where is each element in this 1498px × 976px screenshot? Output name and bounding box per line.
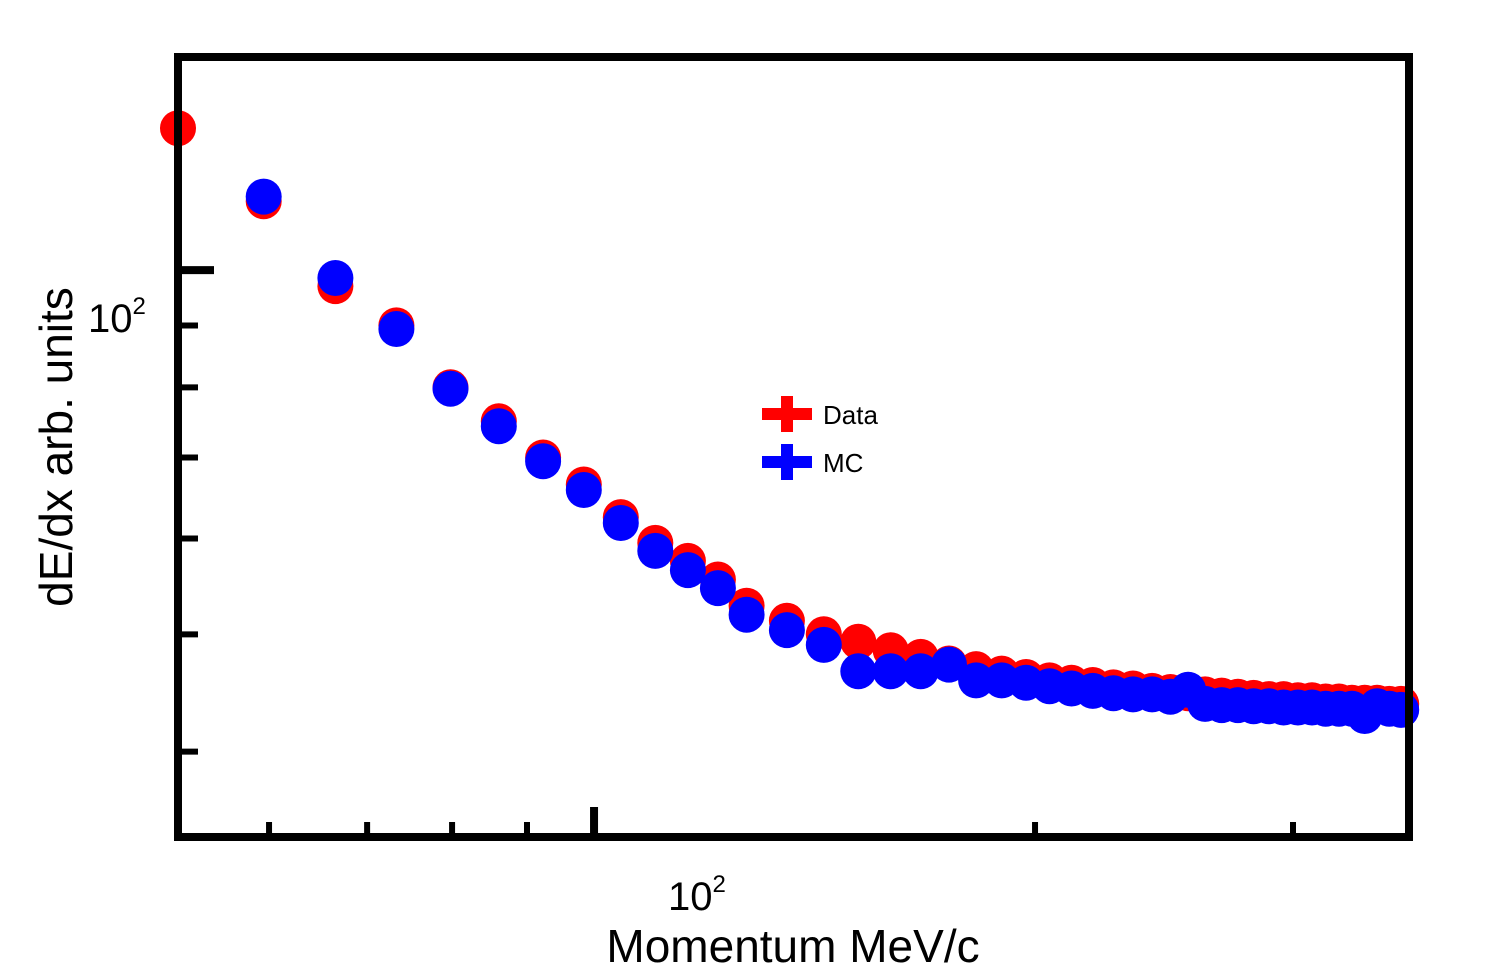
- mc-point: [480, 408, 517, 445]
- legend-label-mc: MC: [823, 448, 863, 478]
- plot-frame: [174, 53, 1413, 841]
- mc-point: [245, 178, 282, 215]
- mc-point: [840, 653, 877, 690]
- legend-marker-mc: [762, 444, 812, 480]
- legend: Data MC: [762, 396, 878, 480]
- mc-point: [872, 653, 909, 690]
- mc-point: [728, 596, 765, 633]
- mc-point: [669, 552, 706, 589]
- mc-point: [525, 443, 562, 480]
- mc-point: [637, 532, 674, 569]
- mc-point: [699, 570, 736, 607]
- axis-ticks: [178, 266, 1297, 837]
- mc-point: [432, 370, 469, 407]
- mc-point: [768, 612, 805, 649]
- legend-label-data: Data: [823, 400, 878, 430]
- x-axis-title: Momentum MeV/c: [606, 920, 979, 972]
- mc-point: [565, 472, 602, 508]
- mc-point: [602, 505, 639, 541]
- y-axis-title: dE/dx arb. units: [30, 287, 82, 607]
- mc-point: [805, 626, 842, 663]
- data-point: [840, 623, 877, 660]
- mc-point: [931, 646, 967, 683]
- x-tick-label-100: 102: [668, 871, 726, 919]
- mc-point: [958, 662, 995, 699]
- mc-point: [317, 260, 354, 296]
- mc-point: [1383, 691, 1420, 728]
- data-points: [160, 110, 1420, 734]
- y-tick-label-100: 102: [88, 293, 146, 341]
- legend-marker-data: [762, 396, 812, 432]
- mc-point: [902, 653, 939, 690]
- mc-point: [378, 311, 415, 347]
